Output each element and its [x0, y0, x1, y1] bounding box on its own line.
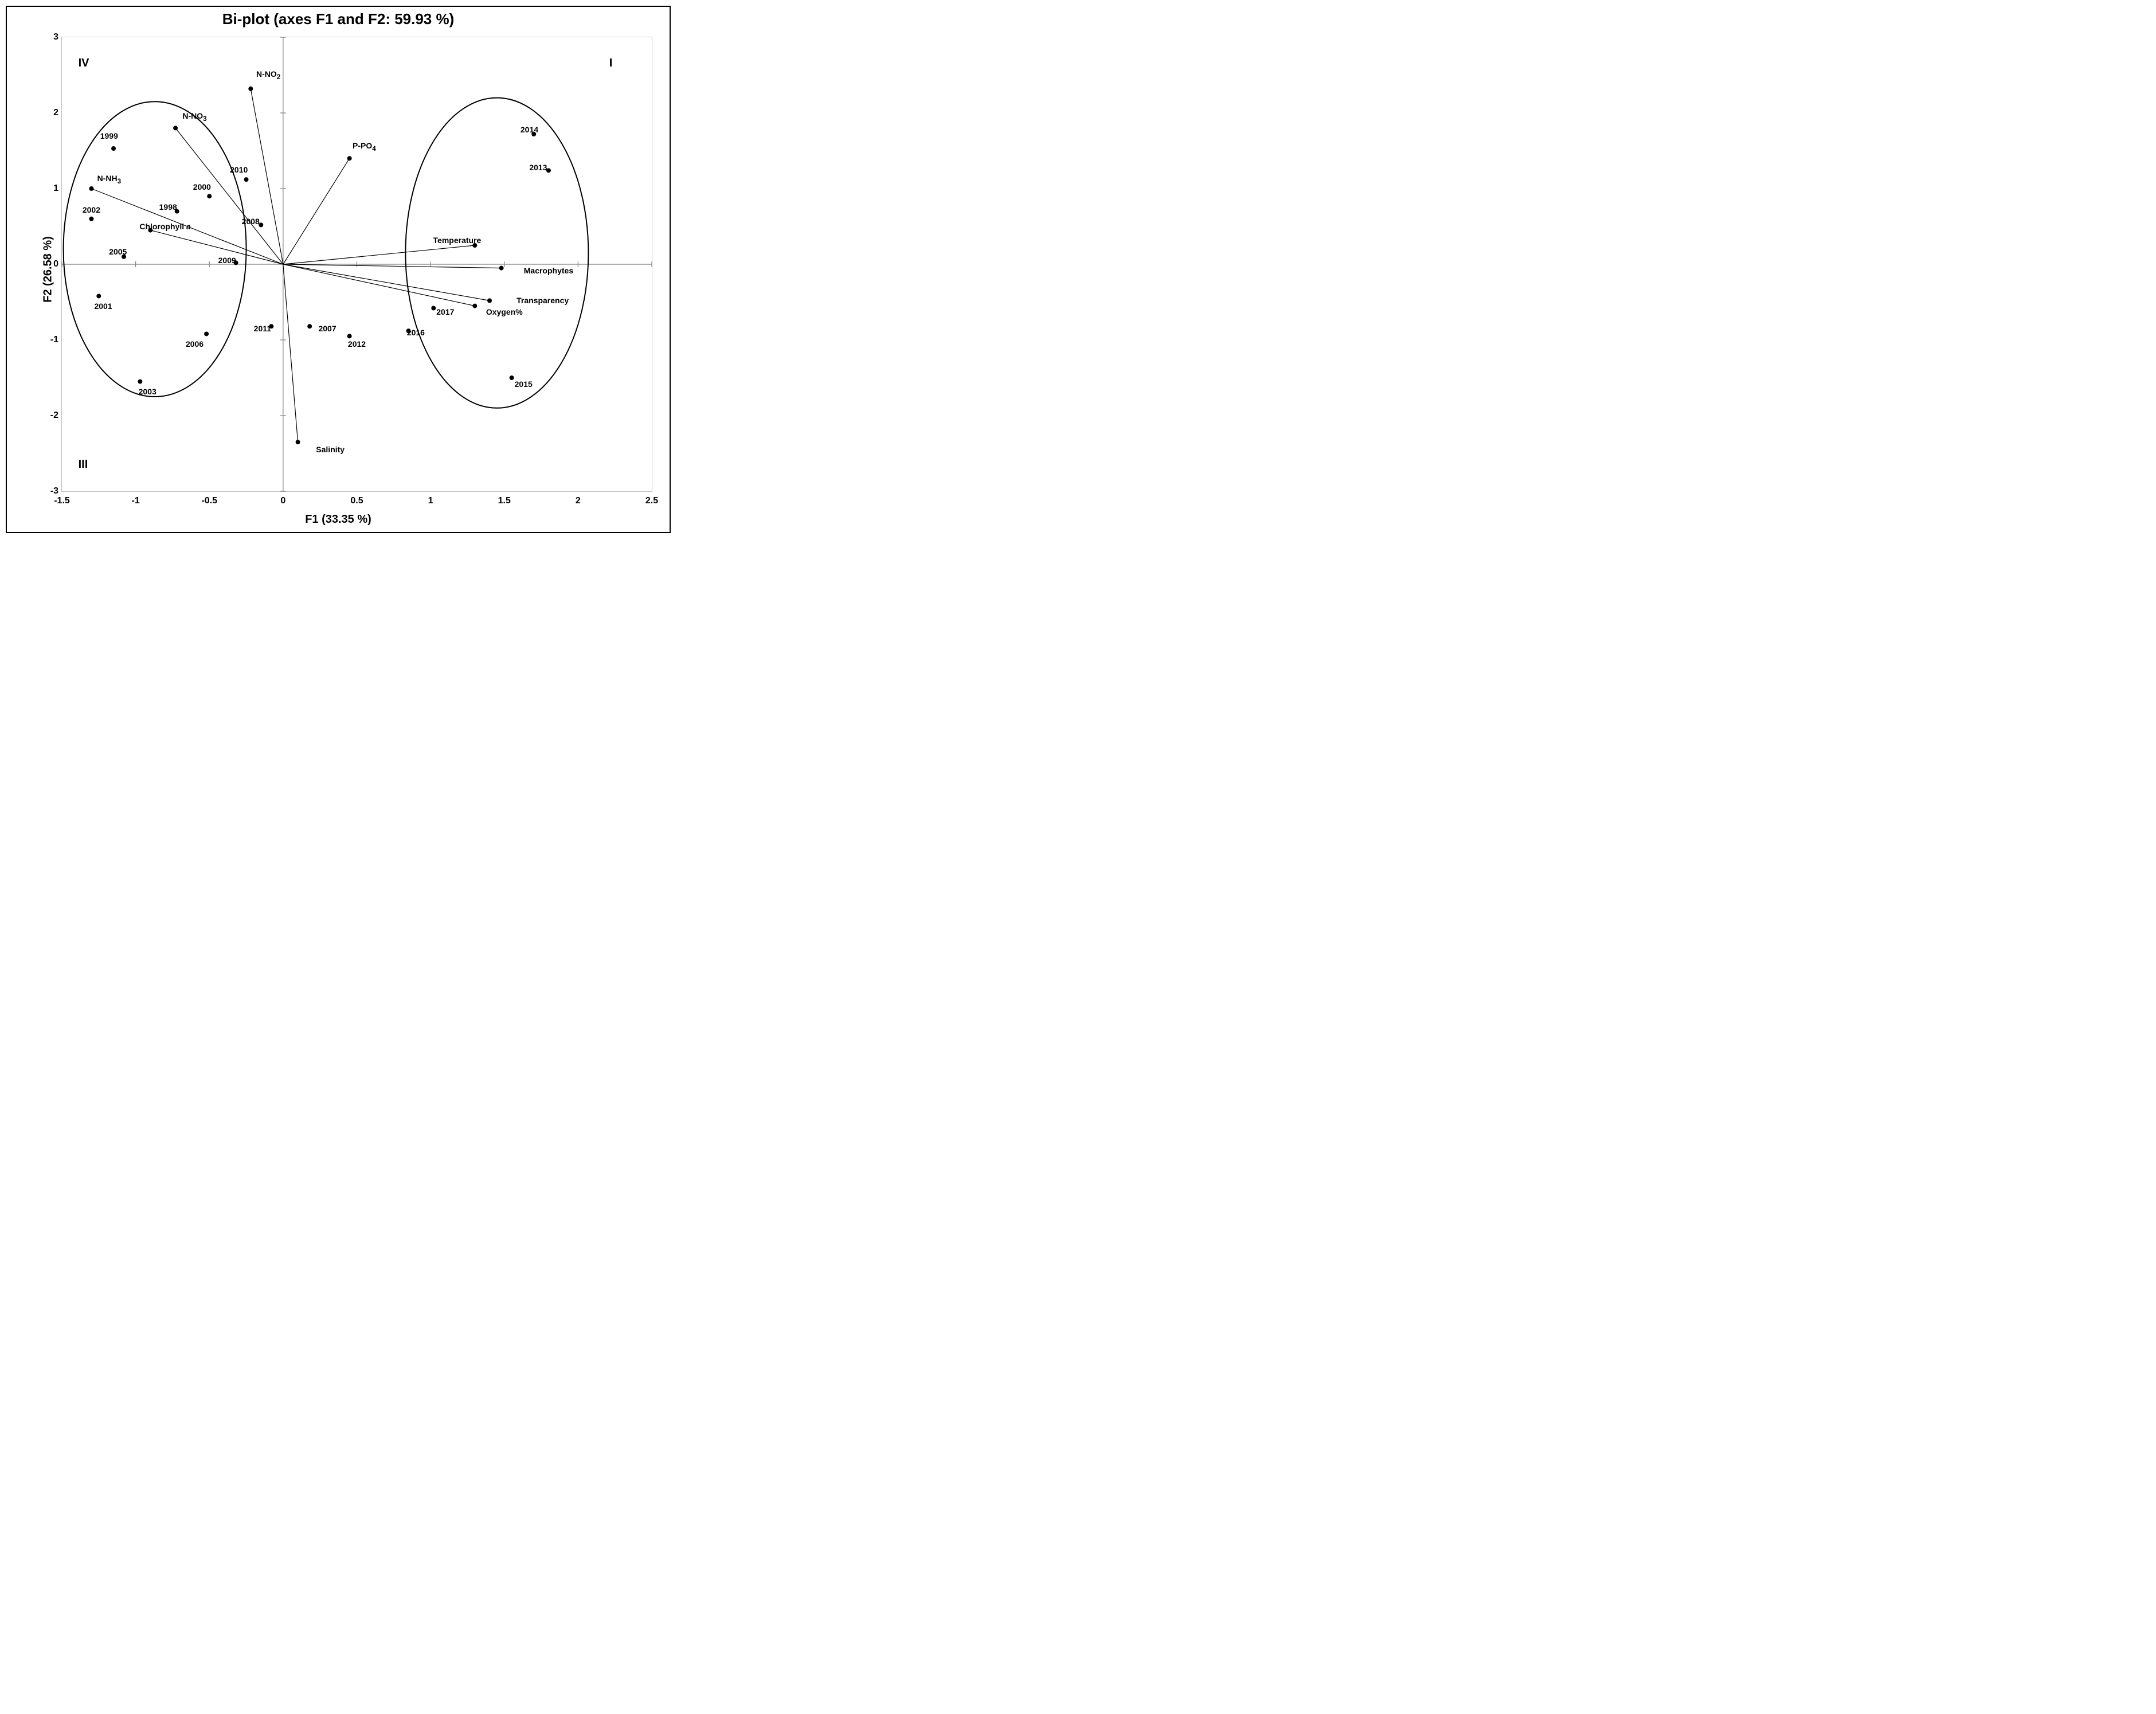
- point-label: 2016: [407, 328, 425, 337]
- vector-label: Macrophytes: [524, 266, 573, 275]
- quadrant-label: III: [79, 458, 88, 471]
- plot-inner: N-NO2 N-NO3 P-PO4 N-NH3 Chlorophyll a Tempera…: [61, 37, 652, 492]
- point-label: 2010: [230, 165, 248, 174]
- x-tick-label: 2: [576, 496, 581, 506]
- x-axis-label: F1 (33.35 %): [7, 513, 670, 526]
- y-axis-label: F2 (26.58 %): [41, 236, 54, 303]
- x-tick-label: -1.5: [54, 496, 70, 506]
- svg-layer: [62, 37, 652, 491]
- vector-label: N-NH3: [97, 174, 121, 185]
- x-tick-label: 2.5: [645, 496, 658, 506]
- vector-label: Salinity: [316, 445, 345, 454]
- y-tick-label: -3: [41, 486, 58, 496]
- x-tick-label: -0.5: [201, 496, 217, 506]
- point-label: 2003: [139, 387, 156, 396]
- y-tick-label: 2: [41, 108, 58, 118]
- vector-label: Temperature: [433, 236, 482, 245]
- vector-label: Oxygen%: [486, 307, 523, 316]
- chart-title: Bi-plot (axes F1 and F2: 59.93 %): [7, 10, 670, 28]
- y-tick-label: 3: [41, 32, 58, 42]
- plot-area: N-NO2 N-NO3 P-PO4 N-NH3 Chlorophyll a Tempera…: [61, 37, 652, 492]
- y-tick-label: -1: [41, 335, 58, 345]
- x-tick-label: 1.5: [498, 496, 511, 506]
- x-tick-label: 0.5: [350, 496, 363, 506]
- point-label: 2008: [242, 217, 260, 226]
- point-label: 2006: [186, 339, 204, 349]
- point-label: 2009: [218, 256, 236, 265]
- point-label: 2011: [254, 324, 271, 333]
- vector-label: P-PO4: [353, 141, 376, 152]
- vector-label: N-NO3: [182, 111, 206, 123]
- vector-label: N-NO2: [256, 69, 280, 81]
- y-tick-label: -2: [41, 410, 58, 421]
- point-label: 1998: [159, 202, 177, 212]
- point-label: 2002: [83, 205, 100, 214]
- point-label: 2005: [109, 247, 127, 256]
- y-tick-label: 1: [41, 183, 58, 194]
- quadrant-label: IV: [79, 57, 89, 70]
- point-label: 2012: [348, 339, 366, 349]
- y-tick-label: 0: [41, 259, 58, 269]
- vector-label: Chlorophyll a: [139, 222, 190, 231]
- x-tick-label: -1: [132, 496, 140, 506]
- x-tick-label: 1: [428, 496, 433, 506]
- point-label: 2013: [529, 163, 547, 172]
- point-label: 2014: [521, 125, 538, 134]
- x-tick-label: 0: [280, 496, 285, 506]
- point-label: 1999: [100, 131, 118, 140]
- vector-label: Transparency: [516, 296, 569, 305]
- point-label: 2001: [94, 302, 112, 311]
- point-label: 2007: [318, 324, 336, 333]
- point-label: 2017: [436, 307, 454, 316]
- quadrant-label: I: [609, 57, 613, 70]
- point-label: 2000: [193, 182, 211, 191]
- point-label: 2015: [515, 379, 533, 389]
- chart-container: Bi-plot (axes F1 and F2: 59.93 %) F2 (26…: [6, 6, 671, 533]
